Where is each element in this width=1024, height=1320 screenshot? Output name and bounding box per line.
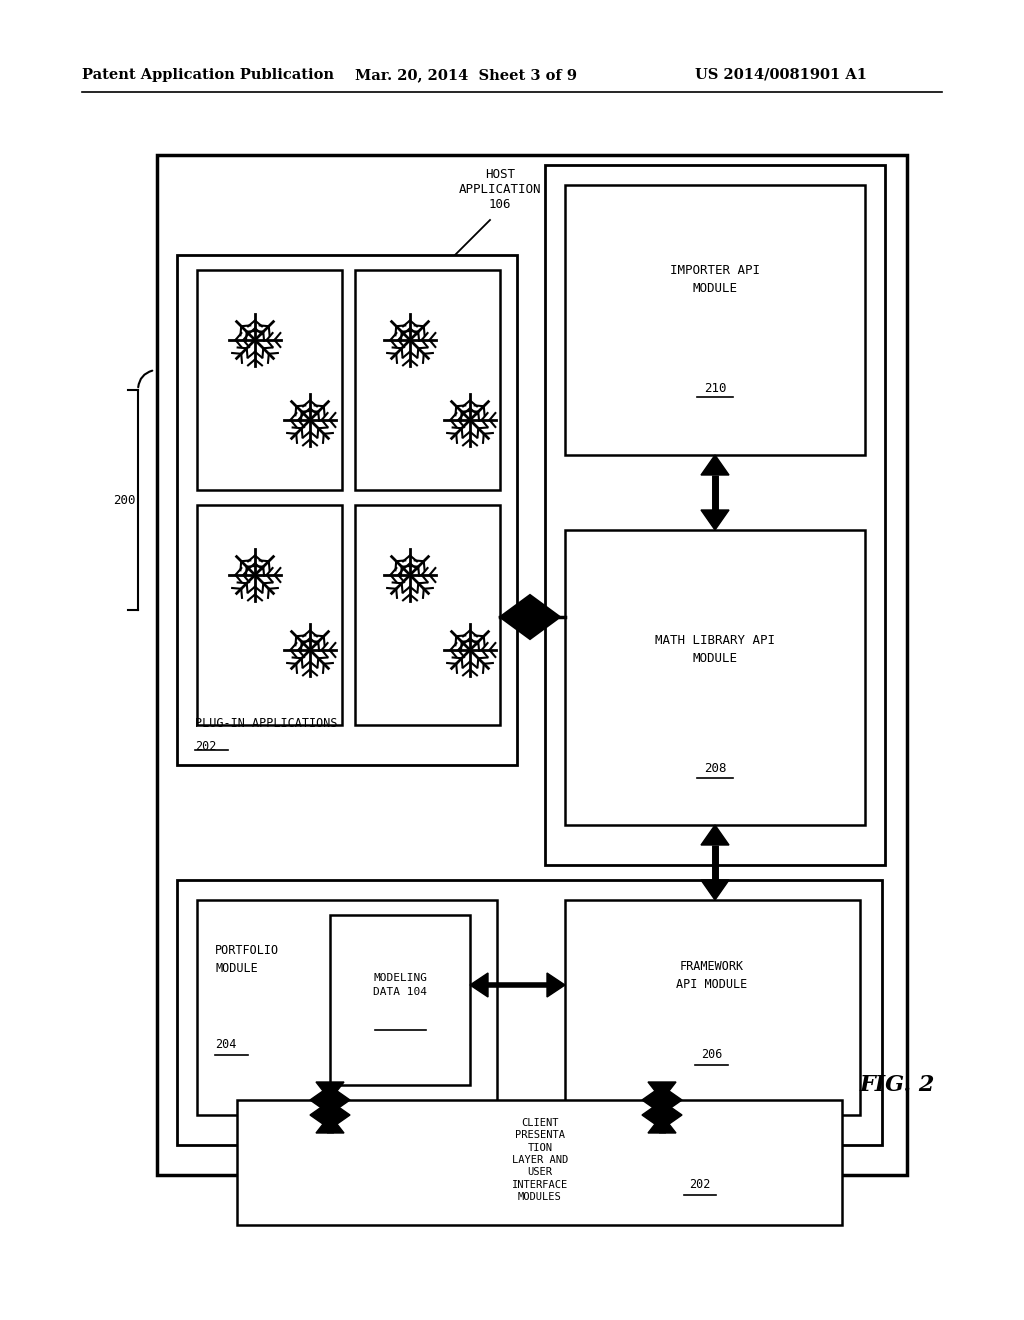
Text: FRAMEWORK
API MODULE: FRAMEWORK API MODULE xyxy=(677,960,748,990)
Bar xyxy=(330,915,470,1085)
Polygon shape xyxy=(310,1101,350,1129)
Text: APPLICATION: APPLICATION xyxy=(459,183,542,195)
Text: PORTFOLIO
MODULE: PORTFOLIO MODULE xyxy=(215,945,280,975)
Text: 106: 106 xyxy=(488,198,511,211)
Polygon shape xyxy=(648,1115,676,1133)
Bar xyxy=(157,154,907,1175)
Text: MODELING
DATA 104: MODELING DATA 104 xyxy=(373,973,427,997)
Polygon shape xyxy=(701,510,729,531)
Polygon shape xyxy=(642,1101,682,1129)
Text: US 2014/0081901 A1: US 2014/0081901 A1 xyxy=(695,69,867,82)
Text: CLIENT
PRESENTA
TION
LAYER AND
USER
INTERFACE
MODULES: CLIENT PRESENTA TION LAYER AND USER INTE… xyxy=(512,1118,568,1203)
Text: 210: 210 xyxy=(703,381,726,395)
Text: 202: 202 xyxy=(195,741,216,752)
Polygon shape xyxy=(500,595,560,639)
Bar xyxy=(237,1100,842,1225)
Text: IMPORTER API
MODULE: IMPORTER API MODULE xyxy=(670,264,760,296)
Text: 202: 202 xyxy=(689,1179,711,1192)
Bar xyxy=(545,165,885,865)
Text: Mar. 20, 2014  Sheet 3 of 9: Mar. 20, 2014 Sheet 3 of 9 xyxy=(355,69,577,82)
Text: HOST: HOST xyxy=(485,168,515,181)
Polygon shape xyxy=(701,825,729,845)
Polygon shape xyxy=(648,1082,676,1100)
Text: 200: 200 xyxy=(113,494,135,507)
Text: PLUG-IN APPLICATIONS: PLUG-IN APPLICATIONS xyxy=(195,717,338,730)
Polygon shape xyxy=(547,973,565,997)
Text: Patent Application Publication: Patent Application Publication xyxy=(82,69,334,82)
Bar xyxy=(355,271,500,490)
Text: 206: 206 xyxy=(701,1048,723,1061)
Polygon shape xyxy=(642,1086,682,1114)
Text: MATH LIBRARY API
MODULE: MATH LIBRARY API MODULE xyxy=(655,635,775,665)
Polygon shape xyxy=(316,1082,344,1100)
Bar xyxy=(197,900,497,1115)
Text: 204: 204 xyxy=(215,1039,237,1052)
Polygon shape xyxy=(701,880,729,900)
Bar xyxy=(565,185,865,455)
Polygon shape xyxy=(701,455,729,475)
Bar xyxy=(565,531,865,825)
Bar xyxy=(177,880,882,1144)
Bar xyxy=(565,900,860,1115)
Polygon shape xyxy=(310,1086,350,1114)
Text: 208: 208 xyxy=(703,762,726,775)
Bar xyxy=(355,506,500,725)
Polygon shape xyxy=(316,1115,344,1133)
Polygon shape xyxy=(470,973,488,997)
Bar xyxy=(177,255,517,766)
Bar xyxy=(197,506,342,725)
Bar xyxy=(197,271,342,490)
Text: FIG. 2: FIG. 2 xyxy=(860,1074,935,1096)
